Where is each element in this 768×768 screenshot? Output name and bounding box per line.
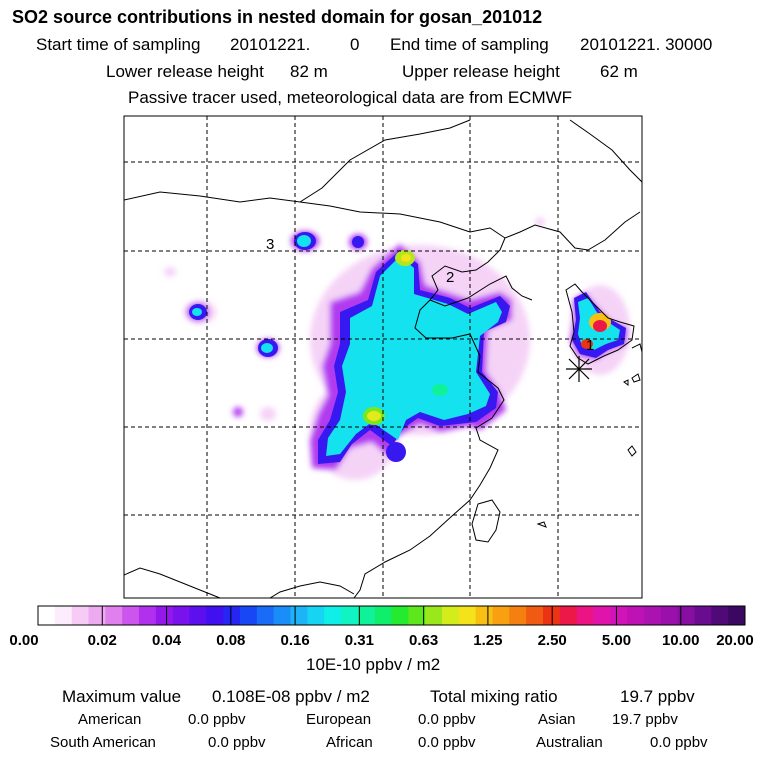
colorbar-swatch — [610, 606, 628, 625]
region-american-name: American — [78, 711, 142, 728]
region-african-value: 0.0 ppbv — [418, 734, 476, 751]
colorbar-tick-label: 10.00 — [662, 632, 700, 649]
coastline — [124, 119, 642, 598]
site-label-3: 3 — [266, 236, 274, 253]
colorbar-unit: 10E-10 ppbv / m2 — [306, 655, 441, 674]
colorbar-tick-label: 0.02 — [88, 632, 117, 649]
total-mixing-value: 19.7 ppbv — [620, 687, 695, 706]
colorbar-swatch — [71, 606, 89, 625]
region-south-american-value: 0.0 ppbv — [208, 734, 266, 751]
concentration-field — [164, 217, 630, 480]
colorbar-swatch — [256, 606, 275, 625]
region-asian-name: Asian — [538, 711, 576, 728]
colorbar-swatch — [38, 606, 56, 625]
region-european-value: 0.0 ppbv — [418, 711, 476, 728]
colorbar-swatch — [543, 606, 561, 625]
colorbar-swatch — [240, 606, 258, 625]
lower-release-label: Lower release height — [106, 62, 264, 81]
colorbar-swatch — [307, 606, 325, 625]
colorbar-swatch — [627, 606, 645, 625]
region-european-name: European — [306, 711, 372, 728]
colorbar-swatch — [458, 606, 477, 625]
colorbar-tick-label: 20.00 — [716, 632, 754, 649]
chart-title: SO2 source contributions in nested domai… — [12, 7, 543, 27]
colorbar-tick-label: 5.00 — [602, 632, 631, 649]
colorbar-swatch — [155, 606, 174, 625]
colorbar-swatch — [509, 606, 527, 625]
site-label-1: 1 — [586, 337, 594, 354]
max-value: 0.108E-08 ppbv / m2 — [212, 687, 370, 706]
colorbar-swatch — [660, 606, 679, 625]
colorbar-swatch — [357, 606, 376, 625]
upper-release-value: 62 m — [600, 62, 638, 81]
plot-frame — [123, 115, 643, 599]
start-time-label: Start time of sampling — [36, 35, 201, 54]
colorbar-tick-label: 0.31 — [345, 632, 374, 649]
lower-release-value: 82 m — [290, 62, 328, 81]
colorbar — [38, 606, 746, 625]
colorbar-tick-label: 0.04 — [152, 632, 182, 649]
colorbar-swatch — [576, 606, 594, 625]
region-african-name: African — [326, 734, 373, 751]
colorbar-swatch — [54, 606, 73, 625]
start-time-hms: 0 — [350, 35, 360, 54]
region-australian-name: Australian — [536, 734, 603, 751]
colorbar-swatch — [694, 606, 712, 625]
colorbar-swatch — [408, 606, 426, 625]
colorbar-swatch — [341, 606, 359, 625]
colorbar-swatch — [475, 606, 493, 625]
colorbar-swatch — [206, 606, 224, 625]
colorbar-swatch — [139, 606, 157, 625]
colorbar-tick-label: 0.08 — [216, 632, 245, 649]
colorbar-tick-label: 2.50 — [538, 632, 567, 649]
grid-lines — [124, 116, 642, 598]
receptor-marker — [566, 356, 592, 382]
colorbar-swatch — [677, 606, 695, 625]
colorbar-swatch — [223, 606, 241, 625]
colorbar-swatch — [593, 606, 611, 625]
region-american-value: 0.0 ppbv — [188, 711, 246, 728]
colorbar-swatch — [711, 606, 729, 625]
tracer-note: Passive tracer used, meteorological data… — [128, 88, 573, 107]
colorbar-swatch — [324, 606, 342, 625]
colorbar-swatch — [728, 606, 746, 625]
colorbar-swatch — [644, 606, 662, 625]
max-value-label: Maximum value — [62, 687, 182, 706]
colorbar-tick-label: 0.16 — [280, 632, 309, 649]
upper-release-label: Upper release height — [402, 62, 560, 81]
colorbar-swatch — [425, 606, 443, 625]
end-time-value: 20101221. 30000 — [580, 35, 713, 54]
colorbar-swatch — [559, 606, 578, 625]
end-time-label: End time of sampling — [390, 35, 549, 54]
colorbar-tick-label: 1.25 — [473, 632, 502, 649]
colorbar-swatch — [374, 606, 392, 625]
region-australian-value: 0.0 ppbv — [650, 734, 708, 751]
colorbar-swatch — [492, 606, 510, 625]
colorbar-frame — [37, 605, 746, 626]
colorbar-swatch — [391, 606, 409, 625]
hotspot-layer — [363, 250, 611, 425]
colorbar-swatch — [273, 606, 291, 625]
colorbar-swatch — [189, 606, 207, 625]
region-asian-value: 19.7 ppbv — [612, 711, 678, 728]
colorbar-swatch — [172, 606, 190, 625]
colorbar-swatch — [442, 606, 460, 625]
colorbar-swatch — [526, 606, 544, 625]
start-time-date: 20101221. — [230, 35, 311, 54]
colorbar-tick-labels: 0.00 0.02 0.04 0.08 0.16 0.31 0.63 1.25 2.50 5.00… — [9, 606, 754, 649]
colorbar-tick-label: 0.00 — [9, 632, 38, 649]
site-label-2: 2 — [446, 269, 454, 286]
colorbar-swatch — [88, 606, 106, 625]
colorbar-swatch — [105, 606, 123, 625]
region-south-american-name: South American — [50, 734, 156, 751]
colorbar-tick-label: 0.63 — [409, 632, 438, 649]
total-mixing-label: Total mixing ratio — [430, 687, 558, 706]
colorbar-swatch — [290, 606, 308, 625]
colorbar-swatch — [122, 606, 140, 625]
